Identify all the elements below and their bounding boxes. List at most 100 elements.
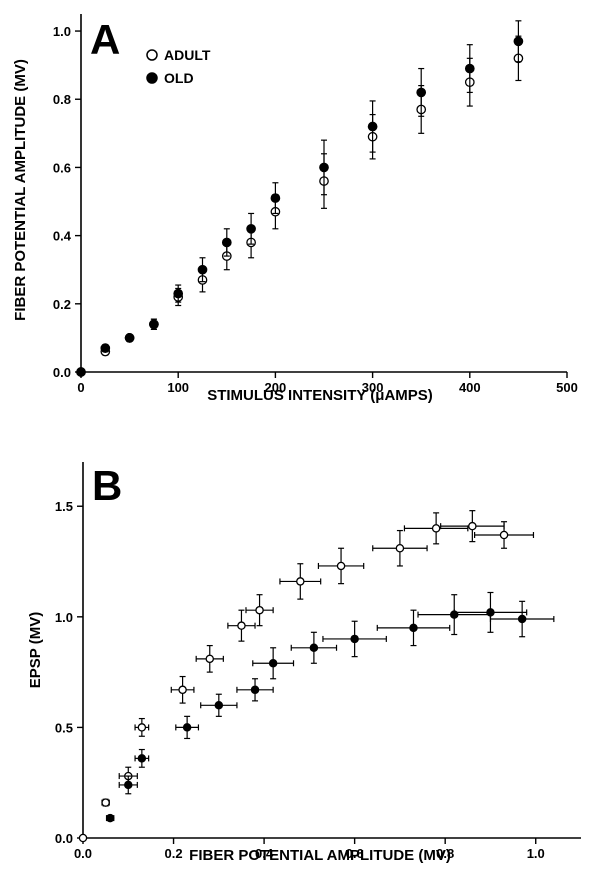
- filled-circle-marker: [246, 223, 256, 234]
- filled-circle-marker: [517, 614, 527, 624]
- filled-circle-marker: [268, 659, 278, 668]
- panel-a-point-old: [149, 318, 159, 330]
- panel-b-y-tick-label: 0.5: [55, 720, 73, 735]
- panel-b-point-old: [118, 775, 138, 795]
- panel-b-point-adult: [78, 833, 88, 843]
- filled-circle-marker: [124, 333, 135, 343]
- panel-a-point-old: [173, 284, 184, 303]
- panel-b-point-old: [252, 647, 295, 680]
- panel-b-y-tick-label: 1.0: [55, 610, 73, 625]
- filled-circle-marker: [464, 63, 475, 74]
- panel-a-point-old: [124, 333, 135, 343]
- panel-a-point-old: [197, 257, 208, 283]
- open-circle-marker: [137, 723, 147, 732]
- legend-label-old: OLD: [164, 70, 194, 86]
- open-circle-marker: [101, 798, 110, 807]
- panel-b-y-axis-title: EPSP (MV): [27, 612, 44, 688]
- open-circle-marker: [237, 621, 246, 630]
- panel-a-point-old: [464, 44, 475, 94]
- panel-a-y-tick-label: 1.0: [53, 24, 71, 39]
- legend-marker-old: [146, 72, 158, 84]
- filled-circle-marker: [124, 780, 133, 790]
- panel-a-point-old: [319, 139, 329, 196]
- filled-circle-marker: [221, 237, 232, 248]
- open-circle-marker: [296, 577, 305, 586]
- filled-circle-marker: [250, 685, 260, 695]
- open-circle-marker: [336, 561, 346, 571]
- panel-b: B 0.0 0.2 0.4 0.6 0.8 1.0 0.0 0.5 1.0 1.5 FIBER P…: [27, 462, 581, 864]
- panel-a-x-tick-label: 200: [265, 380, 287, 395]
- filled-circle-marker: [486, 608, 495, 617]
- panel-a-axes: 0 100 200 300 400 500 0.0 0.2 0.4 0.6 0.8 1.0: [53, 14, 578, 395]
- panel-b-point-old: [200, 693, 238, 717]
- panel-b-point-adult: [474, 521, 535, 549]
- legend-label-adult: ADULT: [164, 47, 211, 63]
- panel-a-point-old: [416, 67, 427, 117]
- panel-a-point-old: [513, 20, 524, 63]
- filled-circle-marker: [137, 754, 147, 763]
- panel-b-x-tick-label: 0.0: [74, 846, 92, 861]
- filled-circle-marker: [309, 643, 319, 653]
- panel-b-axes: 0.0 0.2 0.4 0.6 0.8 1.0 0.0 0.5 1.0 1.5: [55, 462, 581, 861]
- filled-circle-marker: [173, 288, 184, 299]
- open-circle-marker: [395, 544, 405, 553]
- panel-a-y-tick-label: 0.8: [53, 92, 71, 107]
- panel-b-y-tick-label: 1.5: [55, 499, 73, 514]
- panel-b-x-tick-label: 0.4: [255, 846, 274, 861]
- panel-b-point-adult: [134, 717, 150, 737]
- panel-b-y-tick-label: 0.0: [55, 831, 73, 846]
- panel-b-x-tick-label: 0.8: [436, 846, 454, 861]
- panel-b-point-adult: [317, 547, 365, 585]
- filled-circle-marker: [105, 813, 115, 823]
- panel-a-x-tick-label: 100: [167, 380, 189, 395]
- panel-b-point-adult: [101, 798, 110, 807]
- filled-circle-marker: [214, 701, 224, 710]
- open-circle-marker: [499, 530, 509, 540]
- panel-a-y-axis-title: FIBER POTENTIAL AMPLITUDE (MV): [12, 59, 29, 321]
- panel-b-x-tick-label: 0.2: [165, 846, 183, 861]
- panel-b-point-adult: [403, 512, 469, 545]
- panel-a-point-old: [367, 100, 378, 153]
- panel-a-point-old: [100, 343, 111, 353]
- filled-circle-marker: [513, 36, 524, 47]
- panel-a-y-tick-label: 0.2: [53, 297, 71, 312]
- panel-b-point-adult: [227, 609, 256, 642]
- panel-a-point-old: [246, 212, 256, 245]
- open-circle-marker: [78, 833, 88, 843]
- panel-b-x-axis-title: FIBER POTENTIAL AMPLITUDE (MV): [189, 847, 451, 864]
- open-circle-marker: [431, 524, 441, 533]
- filled-circle-marker: [350, 634, 359, 644]
- filled-circle-marker: [270, 193, 281, 203]
- open-circle-marker: [205, 654, 215, 664]
- panel-b-point-adult: [440, 510, 505, 543]
- filled-circle-marker: [409, 623, 418, 633]
- panel-b-point-adult: [279, 563, 322, 600]
- open-circle-marker: [178, 685, 187, 695]
- filled-circle-marker: [319, 162, 329, 173]
- filled-circle-marker: [76, 367, 86, 377]
- panel-b-point-adult: [245, 594, 274, 627]
- panel-b-point-old: [134, 748, 150, 768]
- panel-a-point-old: [76, 367, 86, 377]
- filled-circle-marker: [149, 319, 159, 330]
- panel-b-point-old: [489, 600, 555, 638]
- panel-a-point-old: [221, 228, 232, 257]
- panel-b-letter: B: [92, 462, 122, 509]
- legend-marker-adult: [146, 49, 158, 61]
- panel-b-point-old: [453, 591, 528, 633]
- panel-b-point-old: [290, 631, 338, 664]
- panel-b-point-old: [105, 813, 115, 823]
- panel-a-y-tick-label: 0.0: [53, 365, 71, 380]
- panel-b-point-adult: [372, 529, 428, 567]
- panel-b-x-tick-label: 1.0: [527, 846, 545, 861]
- panel-a-letter: A: [90, 16, 120, 63]
- panel-a-x-tick-label: 500: [556, 380, 578, 395]
- panel-a-x-tick-label: 300: [362, 380, 384, 395]
- panel-b-point-adult: [170, 675, 195, 704]
- filled-circle-marker: [367, 121, 378, 132]
- panel-a: A ADULT OLD 0 100 200 300 400 500 0.0 0.2 0.4 0.6…: [12, 14, 578, 404]
- filled-circle-marker: [100, 343, 111, 353]
- filled-circle-marker: [182, 723, 192, 732]
- panel-b-point-old: [175, 715, 200, 740]
